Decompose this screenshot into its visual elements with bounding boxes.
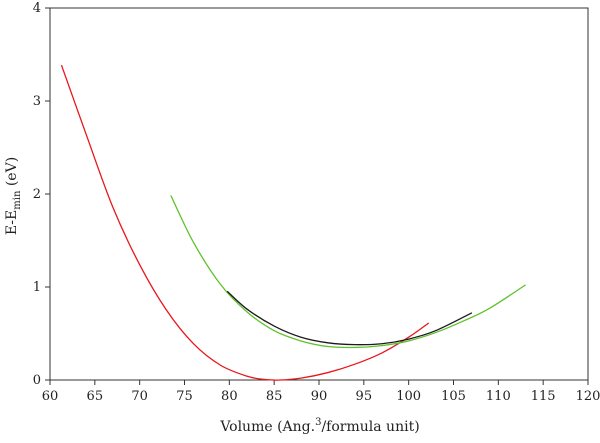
x-tick-label: 75 (176, 389, 193, 404)
plot-frame (49, 7, 589, 381)
y-axis-title: E-Emin (eV) (4, 157, 23, 235)
x-axis-title: Volume (Ang.3/formula unit) (219, 417, 419, 435)
series-line-3 (226, 291, 473, 346)
y-tick-label: 2 (33, 187, 41, 202)
y-tick-label: 0 (33, 373, 41, 388)
x-tick-label: 115 (531, 389, 556, 404)
x-tick-label: 70 (131, 389, 148, 404)
y-tick-label: 4 (33, 1, 41, 16)
plot-border (49, 7, 589, 381)
x-tick-label: 85 (266, 389, 283, 404)
y-tick-label: 3 (33, 94, 41, 109)
series-line-2 (170, 195, 526, 349)
ticks-layer: 60 65 70 75 80 85 90 95 100 105 110 115 120 0 1 2 3 4 (33, 1, 600, 404)
x-tick-label: 65 (87, 389, 104, 404)
x-tick-label: 90 (311, 389, 328, 404)
x-tick-label: 95 (356, 389, 373, 404)
series-layer (61, 65, 526, 381)
x-tick-label: 120 (576, 389, 600, 404)
series-line-1 (61, 65, 430, 381)
x-tick-label: 100 (396, 389, 421, 404)
x-tick-label: 60 (42, 389, 59, 404)
x-tick-label: 105 (441, 389, 466, 404)
x-tick-label: 80 (221, 389, 238, 404)
y-tick-label: 1 (33, 280, 41, 295)
x-tick-label: 110 (486, 389, 511, 404)
